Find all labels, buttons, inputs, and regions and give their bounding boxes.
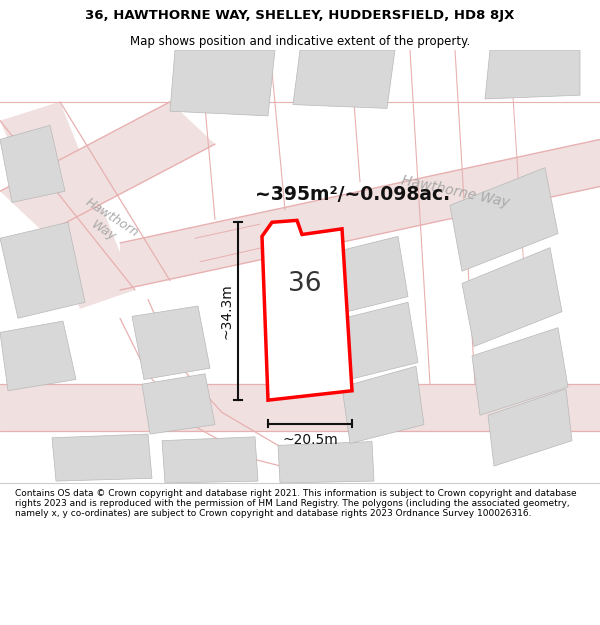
Text: Hawthorn
Way: Hawthorn Way — [74, 196, 142, 252]
Polygon shape — [170, 50, 275, 116]
Polygon shape — [260, 384, 310, 403]
Polygon shape — [0, 321, 76, 391]
Polygon shape — [195, 219, 265, 266]
Polygon shape — [0, 102, 215, 234]
Polygon shape — [450, 168, 558, 271]
Polygon shape — [472, 328, 568, 415]
Polygon shape — [0, 222, 85, 318]
Polygon shape — [332, 302, 418, 381]
Polygon shape — [132, 306, 210, 379]
Polygon shape — [142, 374, 215, 434]
Polygon shape — [52, 434, 152, 481]
Polygon shape — [0, 125, 65, 202]
Text: ~395m²/~0.098ac.: ~395m²/~0.098ac. — [255, 184, 450, 204]
Polygon shape — [262, 221, 352, 400]
Polygon shape — [342, 366, 424, 444]
Text: 36: 36 — [287, 271, 321, 297]
Polygon shape — [0, 102, 135, 309]
Polygon shape — [462, 248, 562, 346]
Text: Hawthorne Way: Hawthorne Way — [400, 173, 511, 209]
Polygon shape — [162, 437, 258, 483]
Polygon shape — [322, 236, 408, 316]
Polygon shape — [293, 50, 395, 108]
Text: Map shows position and indicative extent of the property.: Map shows position and indicative extent… — [130, 34, 470, 48]
Polygon shape — [120, 139, 600, 290]
Text: ~20.5m: ~20.5m — [282, 432, 338, 447]
Polygon shape — [0, 384, 600, 431]
Polygon shape — [278, 442, 374, 483]
Text: 36, HAWTHORNE WAY, SHELLEY, HUDDERSFIELD, HD8 8JX: 36, HAWTHORNE WAY, SHELLEY, HUDDERSFIELD… — [85, 9, 515, 21]
Text: ~34.3m: ~34.3m — [220, 283, 234, 339]
Text: Contains OS data © Crown copyright and database right 2021. This information is : Contains OS data © Crown copyright and d… — [15, 489, 577, 519]
Polygon shape — [488, 389, 572, 466]
Polygon shape — [485, 50, 580, 99]
